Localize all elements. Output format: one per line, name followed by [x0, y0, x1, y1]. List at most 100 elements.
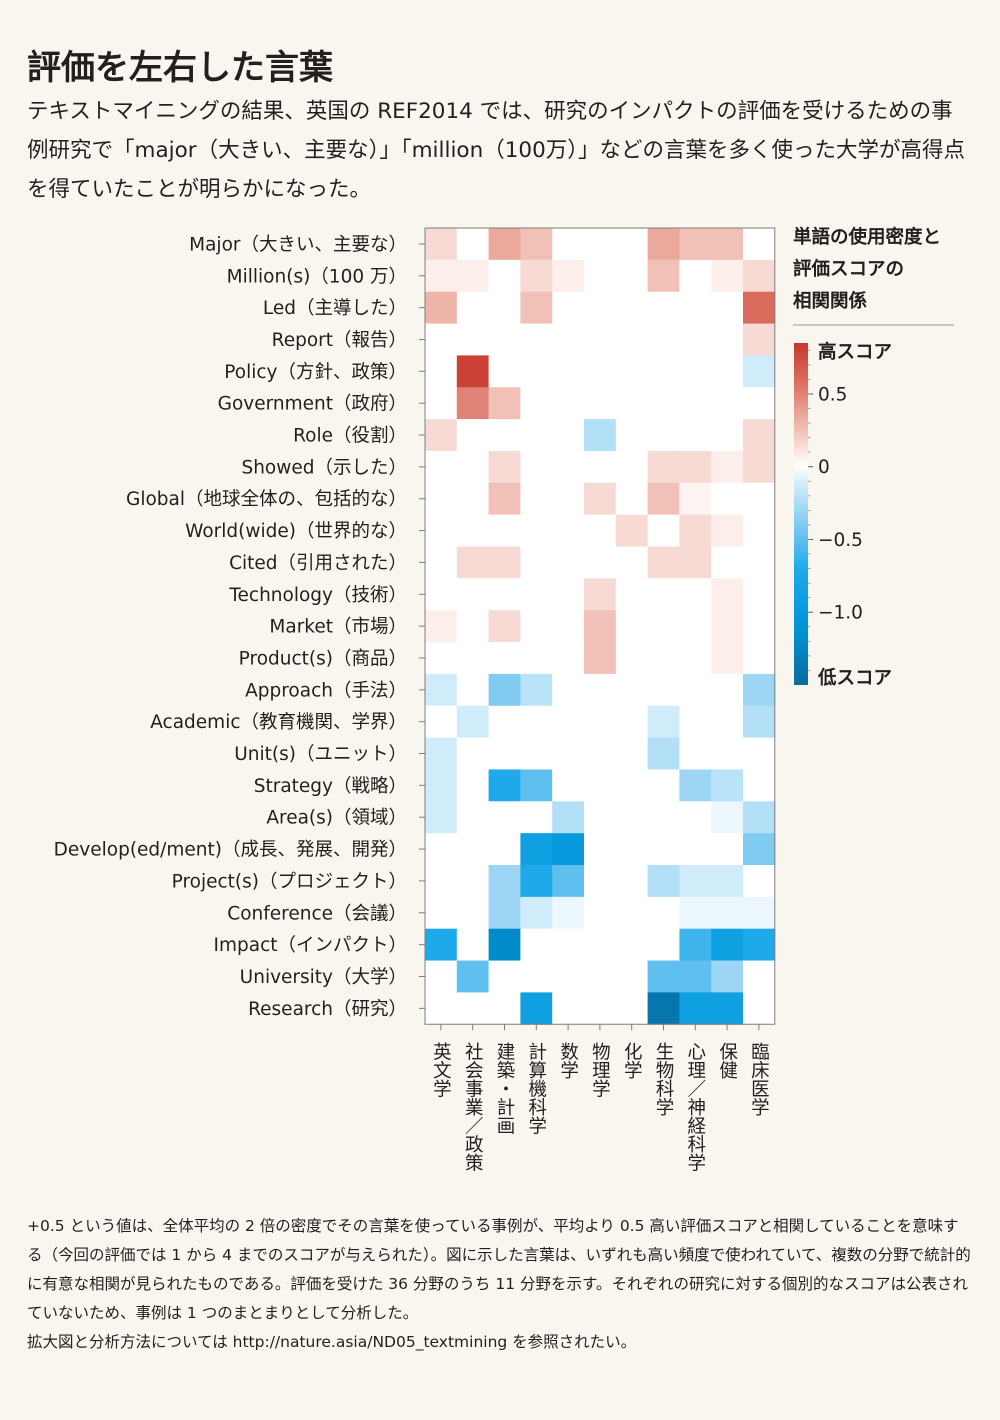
heatmap-cell [711, 833, 744, 866]
row-label: Academic（教育機関、学界） [150, 712, 407, 733]
heatmap-cell [615, 865, 648, 898]
heatmap-cell [456, 546, 489, 579]
column-labels: 英文学 社会事業／政策 建築・計画 計算機科学 数学 物理学 化学 生物科学 心理／神経科学 保健… [430, 1042, 769, 1172]
heatmap-cell [456, 769, 489, 802]
heatmap-cell [488, 482, 521, 516]
row-label: Government（政府） [218, 394, 407, 415]
heatmap-cell [615, 673, 648, 707]
heatmap-cell [743, 450, 776, 484]
heatmap-cell [743, 737, 776, 770]
heatmap-cell [552, 642, 585, 675]
heatmap-cell [743, 355, 776, 388]
heatmap-cell [711, 992, 744, 1025]
heatmap-cell [711, 419, 744, 452]
heatmap-cell [425, 482, 458, 516]
heatmap-cell [679, 450, 712, 484]
row-label: Strategy（戦略） [254, 776, 407, 797]
row-label: Global（地球全体の、包括的な） [126, 489, 407, 510]
column-label: 計算機科学 [526, 1042, 547, 1135]
heatmap-cell [711, 228, 744, 261]
row-label: Develop(ed/ment)（成長、発展、開発） [54, 840, 407, 861]
heatmap-cell [647, 514, 680, 547]
heatmap-cell [711, 801, 744, 834]
heatmap-cell [743, 865, 776, 898]
heatmap-cell [615, 737, 648, 770]
notes: +0.5 という値は、全体平均の 2 倍の密度でその言葉を使っている事例が、平均… [27, 1212, 972, 1357]
heatmap-cell [552, 992, 585, 1025]
heatmap-cell [520, 450, 553, 484]
heatmap-cell [488, 514, 521, 547]
legend-ticks: 0.5 0 −0.5 −1.0 [808, 349, 863, 671]
row-label: Unit(s)（ユニット） [234, 744, 407, 765]
row-labels: Major（大きい、主要な） Million(s)（100 万） Led（主導した）… [54, 234, 407, 1019]
heatmap-cell [679, 960, 712, 993]
heatmap-cell [647, 673, 680, 707]
heatmap-cell [456, 642, 489, 675]
row-label: Role（役割） [293, 426, 407, 447]
row-label: Area(s)（領域） [266, 808, 407, 829]
heatmap-cell [647, 578, 680, 611]
heatmap-cell [584, 387, 617, 420]
heatmap-cell [647, 865, 680, 898]
heatmap-cell [647, 291, 680, 324]
heatmap-cell [456, 992, 489, 1025]
heatmap-cell [743, 578, 776, 611]
heatmap-cell [425, 737, 458, 770]
heatmap-cell [456, 865, 489, 898]
heatmap-cell [711, 769, 744, 802]
heatmap-cell [679, 865, 712, 898]
legend-tick-label: −1.0 [818, 603, 863, 624]
heatmap-cell [615, 705, 648, 738]
row-label: Report（報告） [272, 330, 407, 351]
heatmap-cell [711, 259, 744, 293]
heatmap-cell [647, 833, 680, 866]
heatmap-cell [552, 737, 585, 770]
heatmap-cell [456, 323, 489, 356]
column-label: 数学 [558, 1042, 579, 1079]
heatmap-cell [743, 801, 776, 834]
heatmap-cell [456, 610, 489, 643]
heatmap-cell [456, 419, 489, 452]
heatmap-cell [425, 291, 458, 324]
heatmap-cell [743, 642, 776, 675]
heatmap-cell [488, 833, 521, 866]
heatmap-cell [584, 514, 617, 547]
row-label: Policy（方針、政策） [224, 362, 407, 383]
heatmap-cell [425, 578, 458, 611]
column-label: 化学 [621, 1042, 642, 1079]
heatmap-cell [552, 865, 585, 898]
heatmap-cell [425, 355, 458, 388]
heatmap-cell [488, 960, 521, 993]
heatmap-cell [584, 323, 617, 356]
heatmap-cell [520, 928, 553, 961]
heatmap-cell [711, 450, 744, 484]
legend-tick-label: 0.5 [818, 384, 847, 405]
heatmap-cell [743, 323, 776, 356]
heatmap-cell [647, 610, 680, 643]
heatmap-cell [552, 960, 585, 993]
heatmap-cell [520, 546, 553, 579]
legend-high-label: 高スコア [818, 341, 892, 363]
heatmap-cell [584, 578, 617, 611]
heatmap-cell [520, 387, 553, 420]
heatmap-cell [584, 865, 617, 898]
heatmap-cell [679, 896, 712, 930]
heatmap-cell [552, 833, 585, 866]
heatmap-cell [488, 546, 521, 579]
heatmap-cell [520, 291, 553, 324]
heatmap-cell [584, 673, 617, 707]
row-label: Research（研究） [248, 999, 407, 1020]
heatmap-cell [711, 323, 744, 356]
heatmap-cell [488, 801, 521, 834]
heatmap-cell [615, 355, 648, 388]
page-title: 評価を左右した言葉 [27, 48, 333, 88]
column-label: 心理／神経科学 [685, 1042, 706, 1172]
heatmap-cell [520, 769, 553, 802]
heatmap-cell [711, 865, 744, 898]
heatmap-cell [584, 801, 617, 834]
heatmap-cell [615, 578, 648, 611]
heatmap-chart: Major（大きい、主要な） Million(s)（100 万） Led（主導した）… [54, 226, 954, 1172]
heatmap-cell [456, 673, 489, 707]
heatmap-cell [552, 355, 585, 388]
heatmap-cell [488, 737, 521, 770]
